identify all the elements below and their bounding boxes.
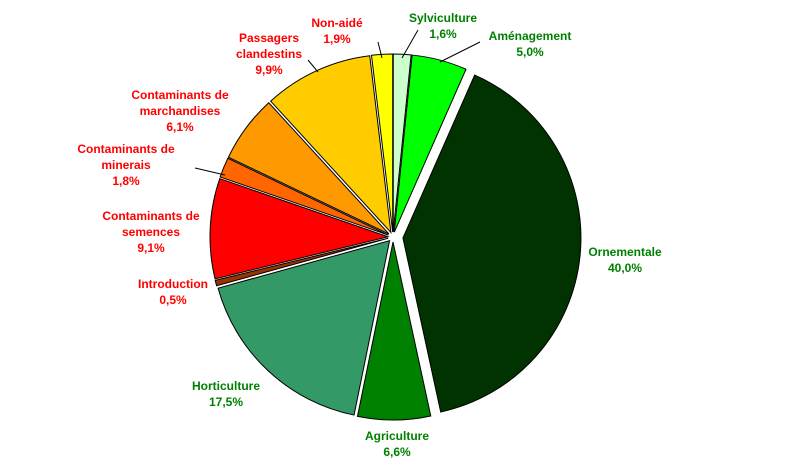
value-label: 6,1%	[166, 120, 194, 134]
slice-label: Contaminants de marchandises 6,1%	[115, 87, 245, 135]
category-name: Passagers clandestins	[235, 31, 303, 61]
pie-slice	[402, 74, 582, 413]
pie-slice	[217, 239, 391, 416]
leader-line	[377, 41, 383, 59]
slice-label: Ornementale 40,0%	[560, 244, 690, 276]
slice-label: Non-aidé 1,9%	[272, 15, 402, 47]
value-label: 6,6%	[383, 445, 411, 459]
value-label: 1,9%	[323, 32, 351, 46]
pie-slice	[392, 53, 412, 233]
pie-slice	[214, 237, 389, 287]
value-label: 5,0%	[516, 45, 544, 59]
category-name: Contaminants de semences	[102, 209, 200, 239]
pie-slice	[219, 157, 389, 236]
category-name: Aménagement	[488, 29, 572, 43]
value-label: 0,5%	[159, 293, 187, 307]
pie-slice	[370, 53, 394, 233]
category-name: Contaminants de marchandises	[131, 88, 229, 118]
slice-label: Agriculture 6,6%	[332, 428, 462, 460]
slice-label: Horticulture 17,5%	[161, 378, 291, 410]
leader-line	[439, 41, 481, 63]
pie-slice	[227, 102, 390, 235]
value-label: 9,9%	[255, 63, 283, 77]
category-name: Contaminants de minerais	[77, 142, 175, 172]
leader-line	[194, 167, 226, 176]
value-label: 1,8%	[112, 174, 140, 188]
category-name: Agriculture	[364, 429, 429, 443]
slice-label: Passagers clandestins 9,9%	[204, 30, 334, 78]
value-label: 9,1%	[137, 241, 165, 255]
slice-label: Aménagement 5,0%	[465, 28, 595, 60]
pie-slice	[209, 177, 390, 280]
leader-line	[401, 29, 419, 59]
slice-label: Introduction 0,5%	[108, 276, 238, 308]
slice-label: Sylviculture 1,6%	[378, 10, 508, 42]
pie-slice	[356, 241, 432, 421]
category-name: Introduction	[138, 277, 208, 291]
category-name: Sylviculture	[408, 11, 478, 25]
category-name: Horticulture	[191, 379, 260, 393]
leader-line	[307, 59, 319, 73]
slice-label: Contaminants de semences 9,1%	[86, 208, 216, 256]
category-name: Non-aidé	[311, 16, 363, 30]
pie-slice	[393, 54, 467, 233]
value-label: 17,5%	[208, 395, 244, 409]
value-label: 1,6%	[429, 27, 457, 41]
slice-label: Contaminants de minerais 1,8%	[61, 141, 191, 189]
category-name: Ornementale	[588, 245, 662, 259]
value-label: 40,0%	[607, 261, 643, 275]
